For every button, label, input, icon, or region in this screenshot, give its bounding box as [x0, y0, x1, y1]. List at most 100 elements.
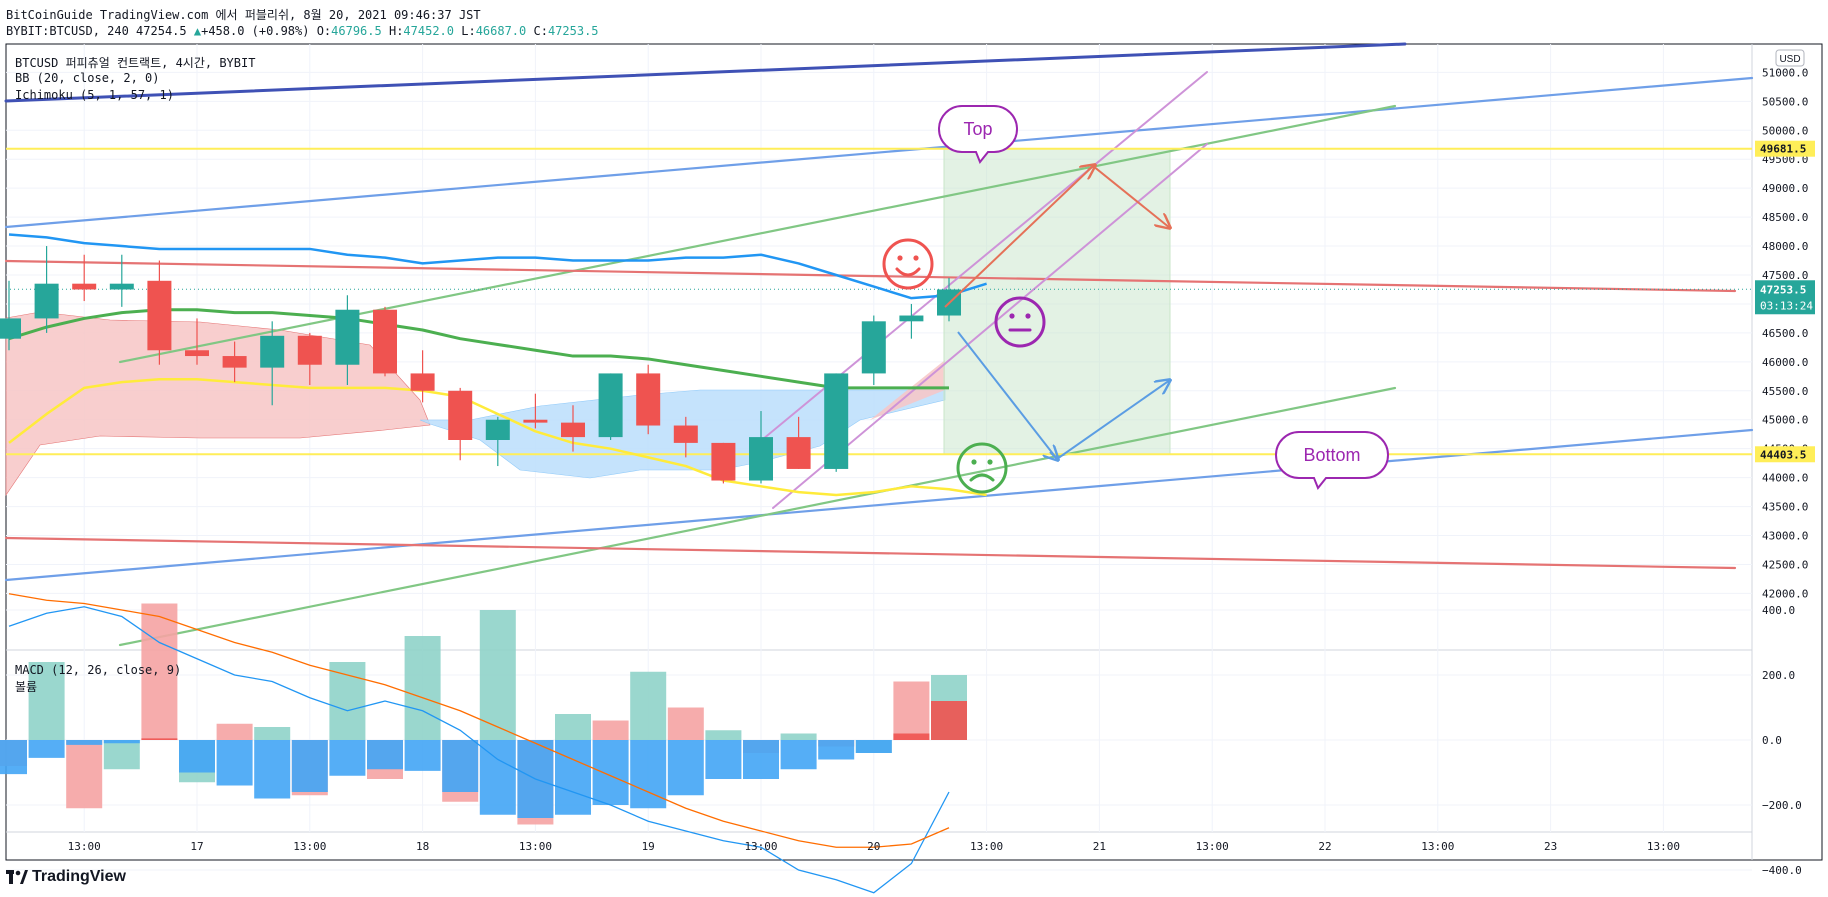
time-tick-label: 13:00	[970, 840, 1003, 853]
candle-up[interactable]	[899, 303, 924, 339]
candle-down[interactable]	[185, 318, 209, 365]
face-outline	[994, 296, 1046, 348]
volume-bar	[667, 707, 704, 740]
macd-histogram-bar	[141, 738, 178, 740]
macd-histogram-bar	[28, 740, 65, 758]
candle-up[interactable]	[0, 280, 21, 351]
candle-down[interactable]	[72, 254, 97, 302]
macd-histogram-bar	[404, 740, 441, 771]
ichimoku-legend[interactable]: Ichimoku (5, 1, 57, 1)	[15, 88, 174, 102]
face-mouth	[969, 473, 995, 482]
bottom-level-tag: 44403.5	[1755, 446, 1815, 463]
candle-down[interactable]	[523, 393, 548, 429]
volume-bar	[216, 723, 253, 740]
tradingview-logo[interactable]: TradingView	[6, 868, 126, 886]
candle-body	[0, 318, 21, 339]
candle-up[interactable]	[485, 416, 510, 467]
candle-body	[410, 373, 435, 391]
low-value: 46687.0	[475, 24, 527, 38]
face-outline	[882, 238, 934, 290]
candle-down[interactable]	[147, 260, 172, 365]
price-tick-label: 48000.0	[1762, 240, 1808, 253]
close-label: C:	[533, 24, 548, 38]
candle-body	[485, 419, 510, 440]
candle-down[interactable]	[636, 364, 661, 435]
candle-body	[222, 356, 247, 368]
macd-histogram-bar	[855, 740, 892, 753]
bottom-callout[interactable]: Bottom	[1275, 431, 1389, 490]
candle-up[interactable]	[260, 321, 285, 406]
candle-body	[109, 283, 134, 290]
macd-histogram-bar	[254, 740, 291, 799]
macd-legend[interactable]: MACD (12, 26, close, 9)	[15, 663, 182, 677]
neutral-face-icon[interactable]	[994, 296, 1046, 348]
volume-bar	[555, 714, 591, 740]
price-tick-label: 50000.0	[1762, 124, 1808, 137]
callout-bubble	[938, 105, 1018, 164]
candle-down[interactable]	[297, 332, 322, 385]
candle-up[interactable]	[34, 246, 59, 333]
currency-badge-box	[1775, 49, 1805, 67]
bottom-level-tag-box	[1755, 446, 1815, 463]
candle-down[interactable]	[373, 306, 397, 377]
time-tick-label: 13:00	[1196, 840, 1229, 853]
bb-legend[interactable]: BB (20, close, 2, 0)	[15, 71, 160, 85]
time-tick-label: 17	[190, 840, 203, 853]
macd-tick-label: 400.0	[1762, 604, 1795, 617]
target-zone	[943, 148, 1171, 455]
bb-basis-line	[8, 233, 987, 300]
sad-face-icon[interactable]	[956, 442, 1008, 494]
candle-down[interactable]	[673, 416, 698, 458]
candle-down[interactable]	[222, 341, 247, 383]
time-tick-label: 22	[1318, 840, 1331, 853]
candle-down[interactable]	[786, 416, 811, 469]
candle-body	[711, 442, 736, 481]
candle-up[interactable]	[109, 254, 134, 307]
candle-body	[861, 321, 886, 374]
candle-up[interactable]	[824, 373, 849, 472]
price-tick-label: 46000.0	[1762, 356, 1808, 369]
macd-histogram-bar	[555, 740, 591, 815]
top-callout-label: Top	[963, 119, 992, 139]
face-eye	[1009, 313, 1015, 319]
candle-down[interactable]	[448, 387, 473, 461]
candle-body	[297, 335, 322, 365]
green-channel-upper	[118, 104, 1397, 364]
volume-bar	[28, 662, 65, 740]
candle-up[interactable]	[598, 373, 623, 440]
candle-body	[72, 283, 97, 290]
publish-info: BitCoinGuide TradingView.com 에서 퍼블리쉬, 8월…	[6, 8, 481, 22]
macd-histogram-bar	[592, 740, 629, 805]
candle-body	[373, 309, 397, 374]
close-value: 47253.5	[547, 24, 599, 38]
candle-body	[260, 335, 285, 368]
volume-bar	[893, 681, 930, 740]
candle-down[interactable]	[410, 350, 435, 403]
volume-legend[interactable]: 볼륨	[15, 680, 38, 694]
price-tick-label: 51000.0	[1762, 66, 1808, 79]
macd-histogram-bar	[216, 740, 253, 786]
top-level-tag-text: 49681.5	[1760, 143, 1806, 156]
macd-histogram-bar	[66, 740, 103, 745]
currency-badge[interactable]: USD	[1775, 49, 1805, 67]
happy-face-icon[interactable]	[882, 238, 934, 290]
blue-channel-upper	[4, 76, 1754, 229]
volume-bar	[329, 662, 366, 740]
candle-down[interactable]	[711, 442, 736, 484]
candle-down[interactable]	[561, 405, 585, 452]
channel-top-line	[4, 42, 1407, 103]
top-callout[interactable]: Top	[938, 105, 1018, 164]
candle-up[interactable]	[749, 411, 773, 484]
macd-histogram-bar	[0, 740, 27, 775]
candle-up[interactable]	[335, 295, 360, 385]
candle-up[interactable]	[861, 315, 886, 385]
callout-bubble	[1275, 431, 1389, 490]
time-tick-label: 13:00	[293, 840, 326, 853]
face-eye	[971, 459, 977, 465]
face-eye	[897, 255, 903, 261]
chart-title: BTCUSD 퍼피츄얼 컨트랙트, 4시간, BYBIT	[15, 56, 256, 70]
candle-body	[824, 373, 849, 469]
face-eye	[987, 459, 993, 465]
candle-body	[448, 390, 473, 440]
